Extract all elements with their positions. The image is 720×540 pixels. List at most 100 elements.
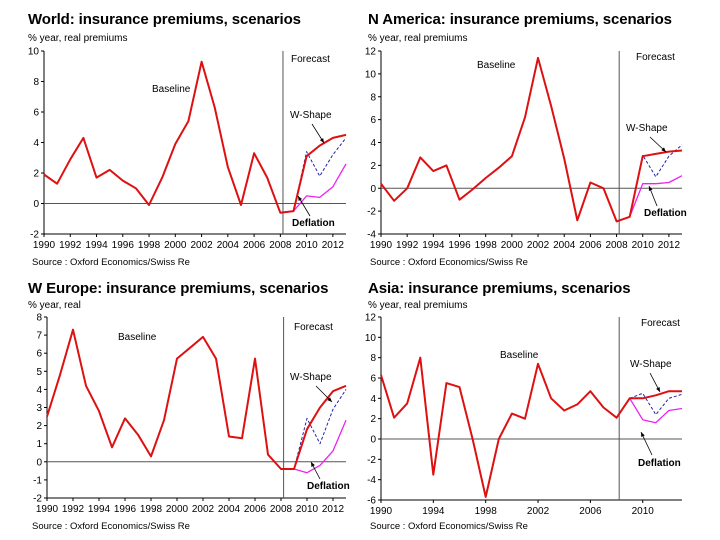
- forecast-label: Forecast: [291, 54, 330, 65]
- y-tick-label: -4: [367, 230, 376, 241]
- deflation-series-line: [293, 419, 347, 474]
- x-tick-label: 1990: [36, 504, 59, 515]
- deflation-arrow-head: [648, 186, 653, 191]
- deflation-series-line: [629, 175, 683, 218]
- y-axis-unit-label: % year, real premiums: [28, 33, 128, 44]
- deflation-label: Deflation: [307, 481, 350, 492]
- x-tick-label: 2008: [605, 240, 628, 251]
- w-shape-arrow-head: [319, 138, 324, 143]
- deflation-arrow-head: [641, 432, 645, 437]
- y-axis-unit-label: % year, real: [28, 300, 81, 311]
- w-shape-series-line: [293, 389, 347, 470]
- source-note: Source : Oxford Economics/Swiss Re: [370, 257, 528, 268]
- x-tick-label: 2012: [322, 504, 345, 515]
- x-tick-label: 2010: [632, 506, 655, 517]
- x-tick-label: 2010: [632, 240, 655, 251]
- baseline-series-line: [46, 328, 347, 470]
- y-tick-label: 8: [36, 313, 42, 324]
- y-tick-label: 10: [365, 333, 377, 344]
- source-note: Source : Oxford Economics/Swiss Re: [32, 521, 190, 532]
- x-tick-label: 2010: [295, 240, 318, 251]
- chart-plot-asia: -6 -4 -2 0 2 4 6 8 10 12 1990 1994 1998 2002 2006 2010 F…: [365, 313, 683, 517]
- x-tick-label: 1990: [370, 506, 393, 517]
- x-tick-label: 1992: [62, 504, 85, 515]
- forecast-label: Forecast: [636, 52, 675, 63]
- deflation-arrow-head: [298, 196, 303, 201]
- chart-panel-n-america: N America: insurance premiums, scenarios…: [360, 0, 720, 270]
- w-shape-label: W-Shape: [290, 372, 332, 383]
- y-tick-label: 0: [370, 435, 376, 446]
- y-tick-label: -4: [367, 475, 376, 486]
- y-tick-label: 4: [370, 138, 376, 149]
- y-tick-label: 12: [365, 313, 377, 324]
- x-tick-label: 1998: [138, 240, 161, 251]
- x-tick-label: 1990: [370, 240, 393, 251]
- y-tick-label: -6: [367, 496, 376, 507]
- x-tick-label: 1998: [475, 240, 498, 251]
- y-tick-label: 3: [36, 403, 42, 414]
- y-tick-label: 2: [370, 414, 376, 425]
- chart-title: Asia: insurance premiums, scenarios: [368, 280, 631, 297]
- x-tick-label: 2002: [190, 240, 213, 251]
- x-tick-label: 1994: [422, 506, 445, 517]
- x-tick-label: 2010: [296, 504, 319, 515]
- y-tick-label: 2: [33, 169, 39, 180]
- w-shape-label: W-Shape: [290, 110, 332, 121]
- x-tick-label: 2012: [658, 240, 681, 251]
- forecast-label: Forecast: [294, 322, 333, 333]
- x-tick-label: 1994: [85, 240, 108, 251]
- x-tick-label: 2006: [243, 240, 266, 251]
- deflation-label: Deflation: [644, 208, 687, 219]
- y-tick-label: 6: [33, 108, 39, 119]
- y-tick-label: -2: [367, 207, 376, 218]
- baseline-series-line: [43, 60, 347, 214]
- y-axis-unit-label: % year, real premiums: [368, 33, 468, 44]
- forecast-label: Forecast: [641, 318, 680, 329]
- x-tick-label: 1992: [59, 240, 82, 251]
- deflation-series-line: [629, 397, 683, 424]
- y-tick-label: -1: [33, 475, 42, 486]
- chart-title: N America: insurance premiums, scenarios: [368, 11, 672, 28]
- y-tick-label: 1: [36, 439, 42, 450]
- w-shape-arrow-head: [327, 397, 332, 402]
- y-tick-label: 4: [36, 385, 42, 396]
- y-tick-label: 0: [33, 199, 39, 210]
- x-tick-label: 2006: [579, 240, 602, 251]
- y-tick-label: 8: [33, 77, 39, 88]
- x-tick-label: 1998: [140, 504, 163, 515]
- x-tick-label: 2000: [501, 240, 524, 251]
- y-tick-label: 4: [370, 394, 376, 405]
- x-tick-label: 1990: [33, 240, 56, 251]
- x-tick-label: 2000: [166, 504, 189, 515]
- deflation-label: Deflation: [292, 218, 335, 229]
- x-tick-label: 1996: [114, 504, 137, 515]
- y-tick-label: 5: [36, 367, 42, 378]
- deflation-arrow-head: [311, 462, 315, 467]
- chart-title: World: insurance premiums, scenarios: [28, 11, 301, 28]
- w-shape-arrow-head: [661, 147, 666, 152]
- chart-plot-world: -2 0 2 4 6 8 10 1990 1992 1994 1996 1998 2000 2002 200…: [28, 47, 347, 251]
- y-tick-label: 0: [36, 457, 42, 468]
- y-tick-label: 10: [365, 69, 377, 80]
- x-tick-label: 1992: [396, 240, 419, 251]
- x-tick-label: 1994: [88, 504, 111, 515]
- x-tick-label: 2002: [527, 240, 550, 251]
- y-tick-label: 10: [28, 47, 40, 58]
- baseline-series-line: [380, 356, 682, 498]
- w-shape-arrow-head: [656, 387, 660, 392]
- x-tick-label: 1996: [112, 240, 135, 251]
- y-axis-unit-label: % year, real premiums: [368, 300, 468, 311]
- y-tick-label: 7: [36, 331, 42, 342]
- baseline-label: Baseline: [477, 60, 516, 71]
- y-tick-label: -2: [33, 494, 42, 505]
- x-tick-label: 2004: [218, 504, 241, 515]
- y-tick-label: 4: [33, 138, 39, 149]
- x-tick-label: 2008: [270, 504, 293, 515]
- y-tick-label: 12: [365, 47, 377, 58]
- chart-panel-asia: Asia: insurance premiums, scenarios % ye…: [360, 270, 720, 540]
- deflation-label: Deflation: [638, 458, 681, 469]
- x-tick-label: 2006: [579, 506, 602, 517]
- chart-panel-w-europe: W Europe: insurance premiums, scenarios …: [0, 270, 360, 540]
- x-tick-label: 2012: [322, 240, 345, 251]
- x-tick-label: 2008: [269, 240, 292, 251]
